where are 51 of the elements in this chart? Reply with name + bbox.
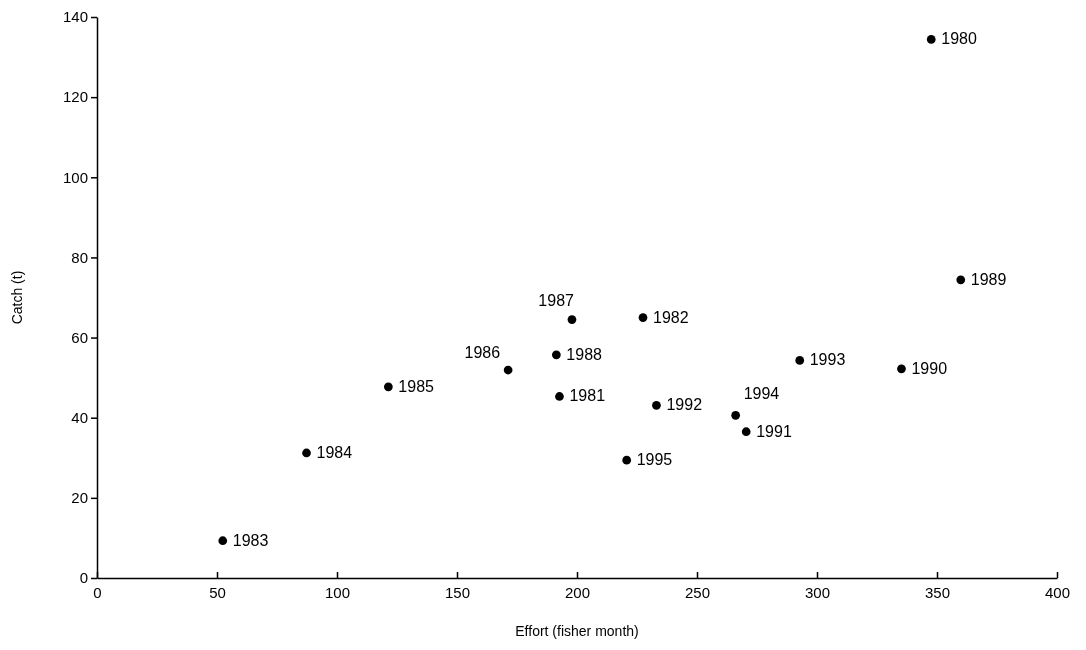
x-tick-label: 200 bbox=[564, 583, 591, 601]
y-tick-label: 40 bbox=[71, 409, 88, 427]
annotation: 1994 bbox=[743, 385, 780, 403]
point bbox=[731, 410, 741, 420]
x-tick-label: 400 bbox=[1044, 583, 1071, 601]
point bbox=[503, 365, 513, 375]
point bbox=[652, 400, 661, 410]
point bbox=[218, 536, 228, 546]
point bbox=[795, 356, 805, 365]
y-tick-label: 80 bbox=[71, 248, 88, 266]
y-tick-label: 100 bbox=[62, 168, 88, 186]
x-tick-label: 250 bbox=[684, 583, 711, 601]
annotation: 1983 bbox=[232, 531, 269, 549]
x-tick-label: 100 bbox=[324, 583, 351, 601]
point bbox=[956, 275, 966, 285]
x-tick-label: 350 bbox=[924, 583, 951, 601]
annotation: 1987 bbox=[538, 291, 575, 309]
annotation: 1992 bbox=[666, 396, 703, 414]
point bbox=[622, 455, 632, 465]
point bbox=[741, 427, 751, 437]
point bbox=[555, 392, 564, 401]
annotation: 1991 bbox=[756, 422, 792, 440]
annotation: 1988 bbox=[566, 345, 603, 363]
annotation: 1986 bbox=[464, 344, 501, 362]
annotation: 1985 bbox=[398, 377, 435, 395]
annotation: 1989 bbox=[970, 270, 1007, 288]
point bbox=[302, 448, 311, 458]
annotation: 1982 bbox=[653, 308, 689, 326]
annotation: 1995 bbox=[636, 451, 673, 469]
y-tick-label: 0 bbox=[79, 569, 88, 587]
x-tick-label: 50 bbox=[209, 583, 226, 601]
x-axis-title: Effort (fisher month) bbox=[515, 623, 639, 639]
point bbox=[383, 382, 393, 392]
point bbox=[567, 315, 577, 324]
point bbox=[897, 364, 906, 374]
x-tick-label: 300 bbox=[804, 583, 831, 601]
y-tick-label: 120 bbox=[62, 88, 88, 106]
annotation: 1981 bbox=[569, 387, 606, 405]
annotation: 1993 bbox=[809, 351, 846, 369]
y-tick-label: 60 bbox=[71, 328, 88, 346]
annotation: 1984 bbox=[316, 443, 353, 461]
y-axis-title: Catch (t) bbox=[9, 270, 25, 325]
point bbox=[551, 350, 561, 360]
y-tick-label: 140 bbox=[62, 8, 88, 26]
point bbox=[926, 35, 936, 44]
annotation: 1980 bbox=[941, 30, 977, 48]
y-tick-label: 20 bbox=[71, 489, 88, 507]
x-tick-label: 150 bbox=[444, 583, 471, 601]
x-tick-label: 0 bbox=[93, 583, 102, 601]
annotation: 1990 bbox=[911, 359, 948, 377]
point bbox=[638, 313, 648, 322]
